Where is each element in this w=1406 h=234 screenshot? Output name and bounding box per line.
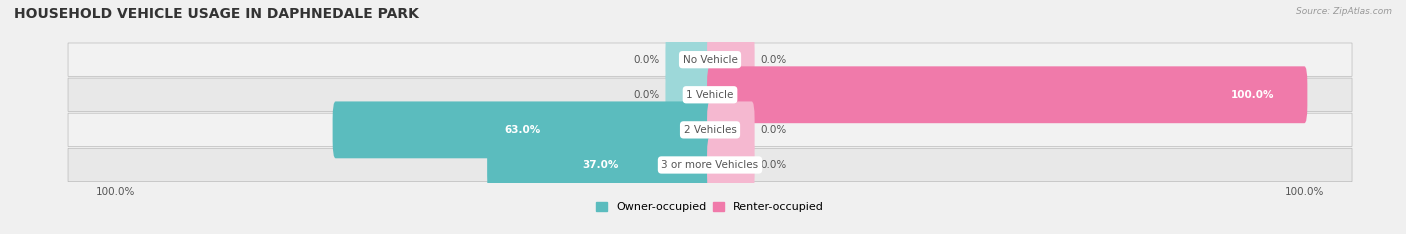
Text: 37.0%: 37.0% bbox=[582, 160, 619, 170]
FancyBboxPatch shape bbox=[67, 43, 1353, 76]
FancyBboxPatch shape bbox=[707, 31, 755, 88]
Text: HOUSEHOLD VEHICLE USAGE IN DAPHNEDALE PARK: HOUSEHOLD VEHICLE USAGE IN DAPHNEDALE PA… bbox=[14, 7, 419, 21]
Legend: Owner-occupied, Renter-occupied: Owner-occupied, Renter-occupied bbox=[596, 202, 824, 212]
Text: No Vehicle: No Vehicle bbox=[682, 55, 738, 65]
Text: 0.0%: 0.0% bbox=[633, 90, 659, 100]
FancyBboxPatch shape bbox=[707, 66, 1308, 123]
FancyBboxPatch shape bbox=[665, 66, 713, 123]
FancyBboxPatch shape bbox=[707, 136, 755, 193]
Text: 2 Vehicles: 2 Vehicles bbox=[683, 125, 737, 135]
Text: 3 or more Vehicles: 3 or more Vehicles bbox=[661, 160, 759, 170]
Text: 0.0%: 0.0% bbox=[633, 55, 659, 65]
FancyBboxPatch shape bbox=[333, 101, 713, 158]
Text: 100.0%: 100.0% bbox=[1232, 90, 1275, 100]
FancyBboxPatch shape bbox=[67, 113, 1353, 146]
Text: 0.0%: 0.0% bbox=[761, 125, 787, 135]
FancyBboxPatch shape bbox=[707, 101, 755, 158]
FancyBboxPatch shape bbox=[67, 148, 1353, 182]
Text: 1 Vehicle: 1 Vehicle bbox=[686, 90, 734, 100]
FancyBboxPatch shape bbox=[665, 31, 713, 88]
Text: Source: ZipAtlas.com: Source: ZipAtlas.com bbox=[1296, 7, 1392, 16]
Text: 0.0%: 0.0% bbox=[761, 160, 787, 170]
FancyBboxPatch shape bbox=[486, 136, 713, 193]
Text: 63.0%: 63.0% bbox=[505, 125, 541, 135]
Text: 0.0%: 0.0% bbox=[761, 55, 787, 65]
FancyBboxPatch shape bbox=[67, 78, 1353, 111]
